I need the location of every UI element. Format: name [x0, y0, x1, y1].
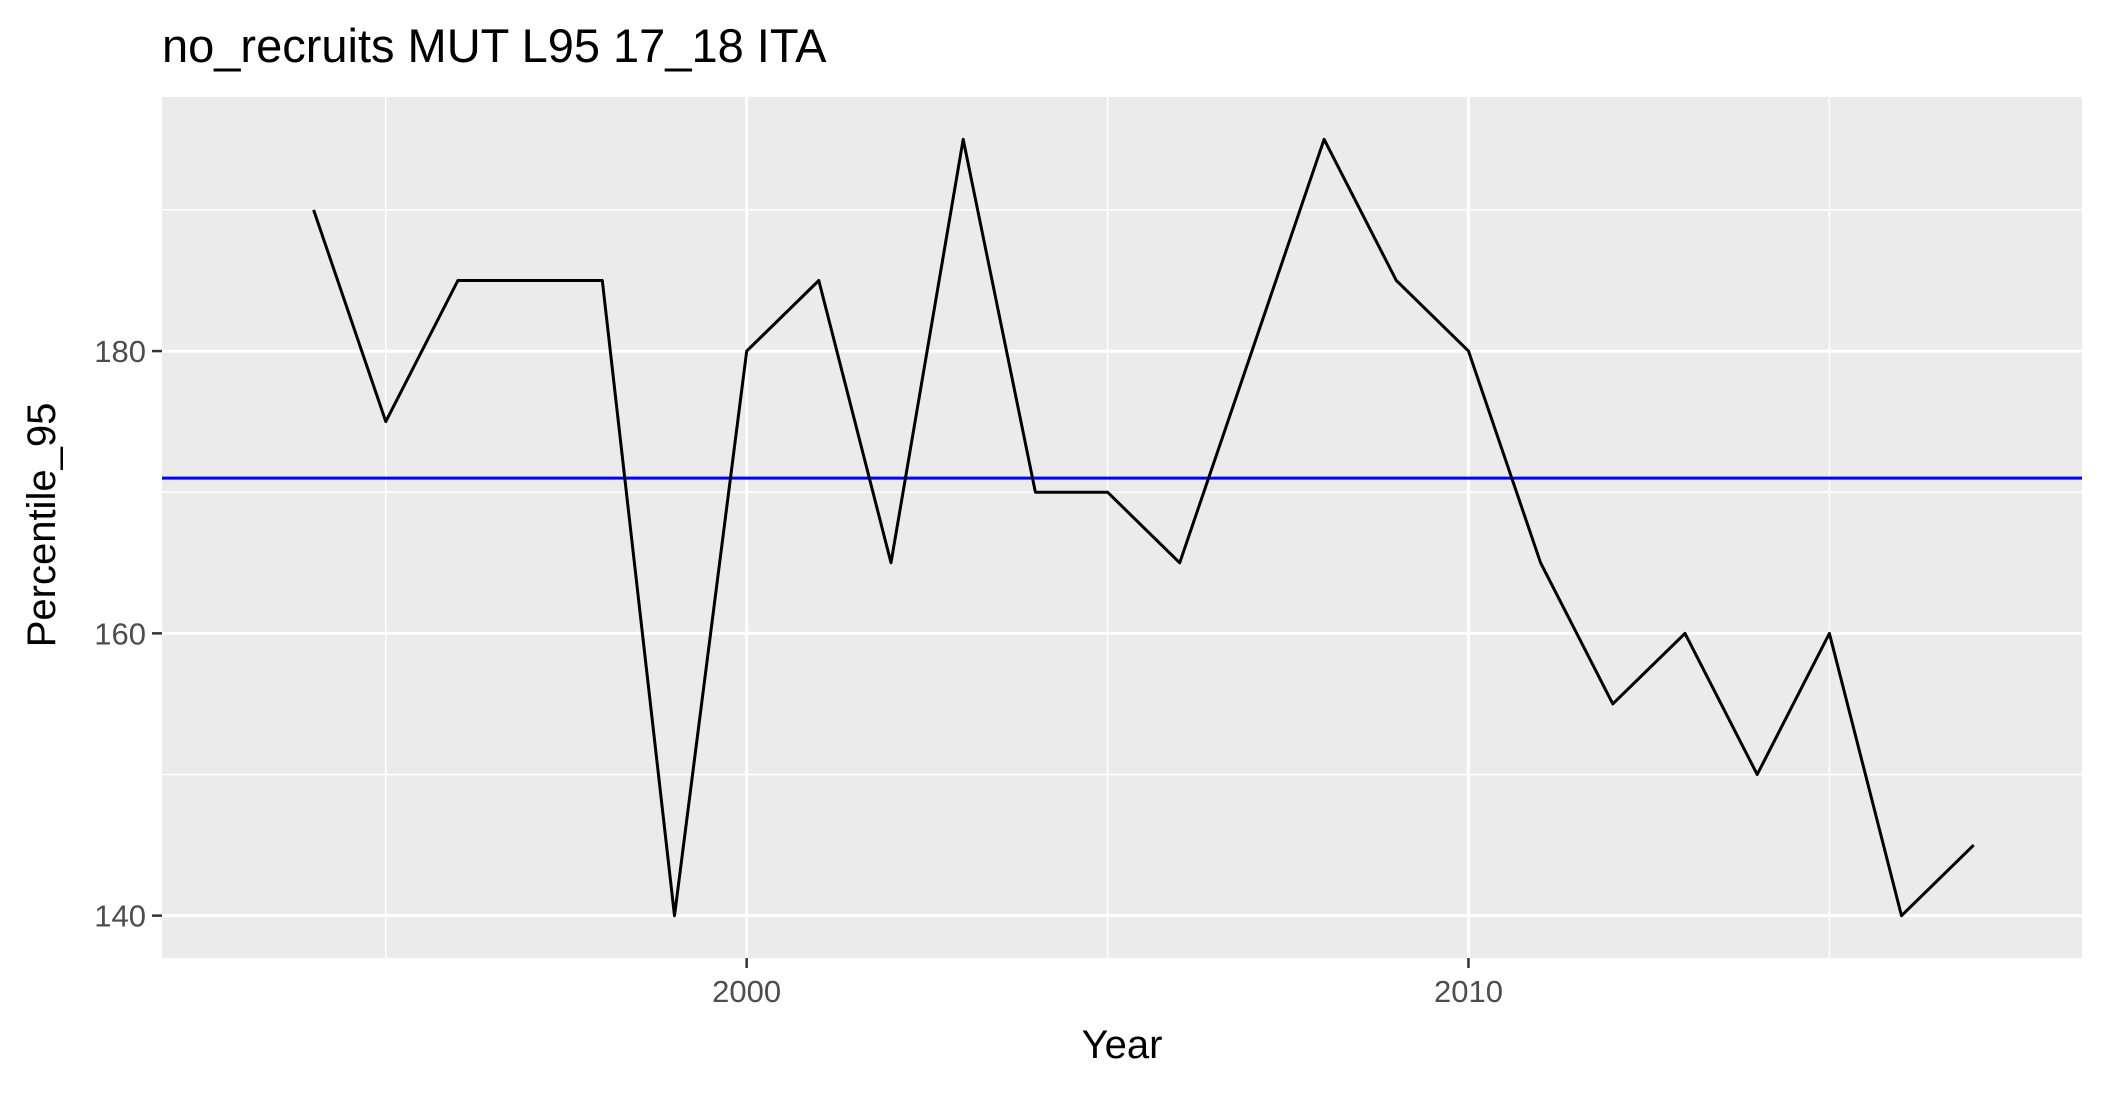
x-tick-label: 2000: [712, 974, 781, 1009]
y-axis: 140 160 180: [94, 334, 162, 934]
plot-panel: [162, 97, 2082, 958]
x-axis: 2000 2010: [712, 958, 1503, 1009]
minor-gridlines: [162, 97, 2082, 958]
y-tick-label: 140: [94, 899, 146, 934]
series-layer: [312, 137, 1975, 918]
x-tick-label: 2010: [1434, 974, 1503, 1009]
y-tick-label: 160: [94, 616, 146, 651]
series-line: [312, 137, 1975, 918]
x-axis-title: Year: [1082, 1023, 1163, 1067]
y-axis-title: Percentile_95: [20, 403, 64, 648]
chart-title: no_recruits MUT L95 17_18 ITA: [162, 19, 827, 72]
y-tick-label: 180: [94, 334, 146, 369]
major-gridlines: [162, 97, 2082, 958]
